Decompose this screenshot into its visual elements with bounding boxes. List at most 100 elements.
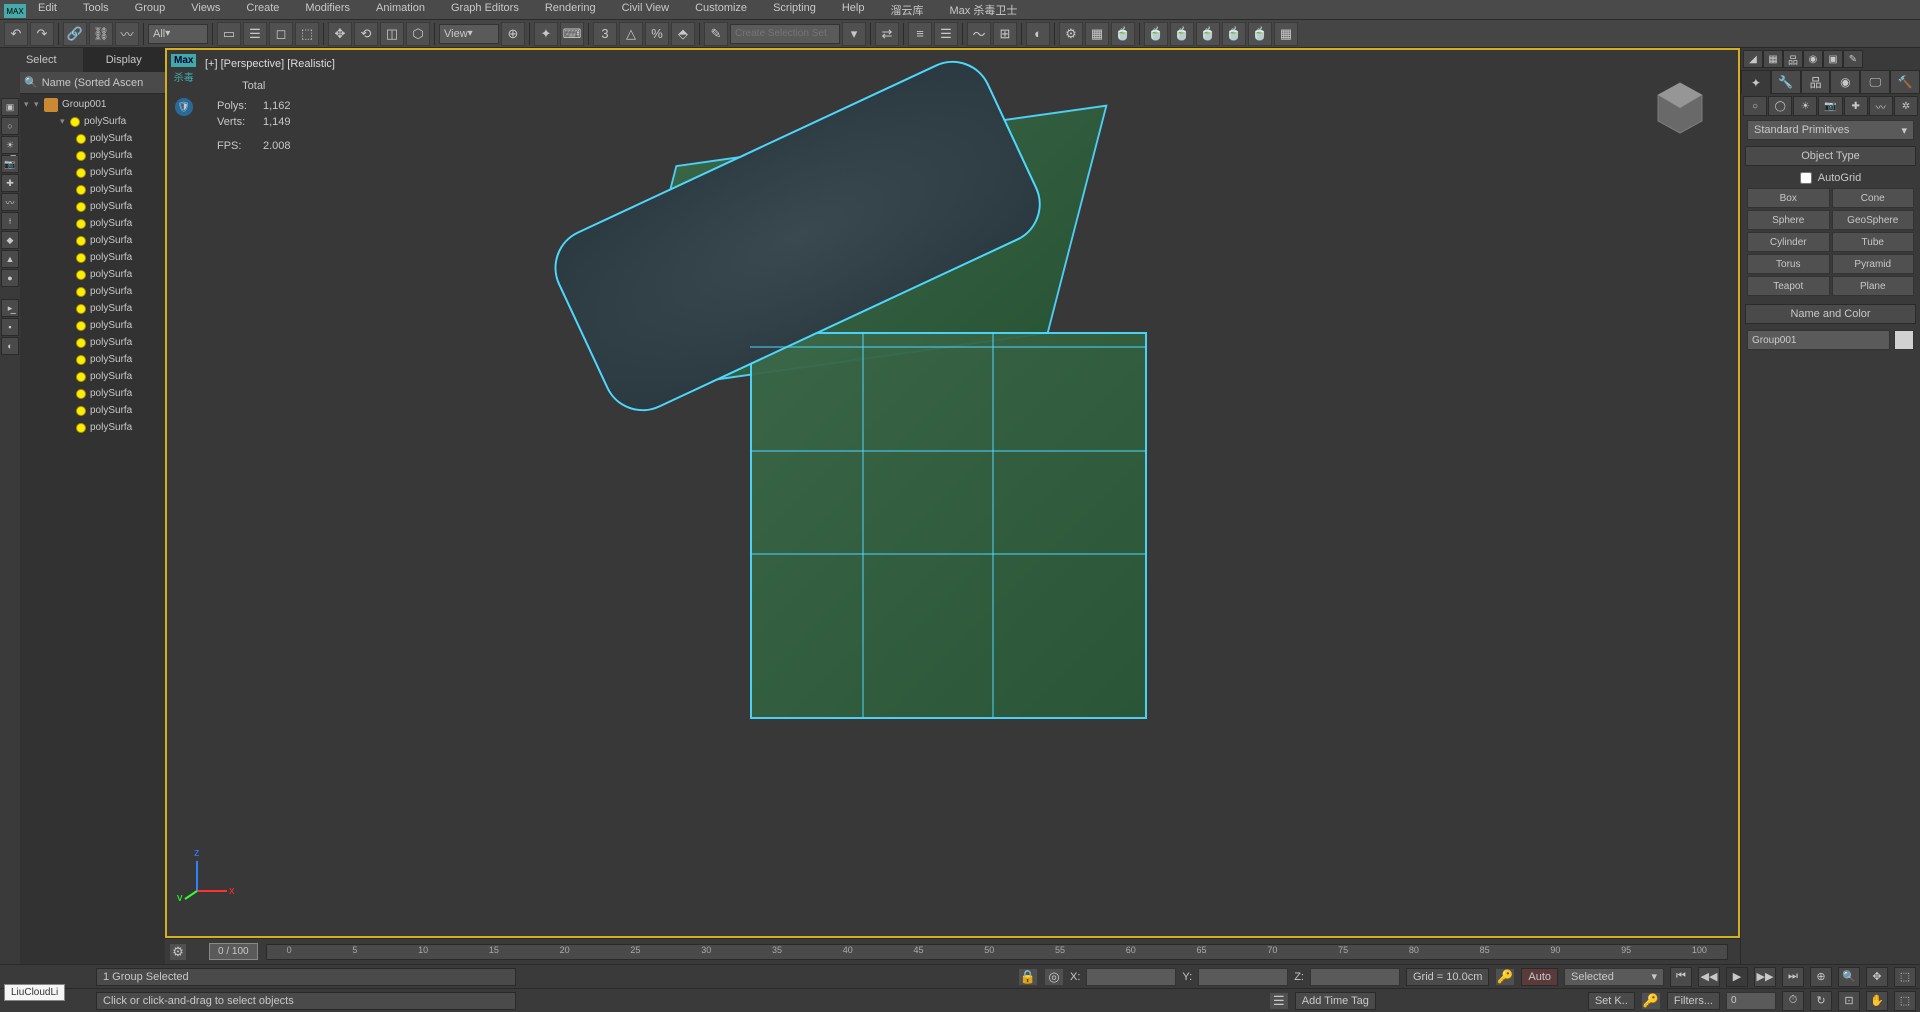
tree-item-polysurf-9[interactable]: polySurfa [20, 266, 165, 283]
move-button[interactable]: ✥ [328, 22, 352, 46]
filter-f10-icon[interactable]: ● [1, 269, 19, 287]
current-frame-input[interactable] [1726, 992, 1776, 1010]
prev-frame-button[interactable]: ◀◀ [1698, 967, 1720, 987]
teapot-button[interactable]: Teapot [1747, 276, 1830, 296]
lights-subtab[interactable]: ☀ [1793, 96, 1817, 116]
nav-2-button[interactable]: 🔍 [1838, 967, 1860, 987]
manipulate-button[interactable]: ✦ [534, 22, 558, 46]
tree-item-polysurf-7[interactable]: polySurfa [20, 232, 165, 249]
render-setup-button[interactable]: ⚙ [1059, 22, 1083, 46]
nav-7-button[interactable]: ✋ [1866, 991, 1888, 1011]
pyramid-button[interactable]: Pyramid [1832, 254, 1915, 274]
tree-root-group[interactable]: ▾▾Group001 [20, 96, 165, 113]
next-frame-button[interactable]: ▶▶ [1754, 967, 1776, 987]
panel-icon-6[interactable]: ✎ [1843, 50, 1863, 68]
menu-graph-editors[interactable]: Graph Editors [447, 2, 523, 18]
hierarchy-tab[interactable]: 品 [1801, 70, 1831, 94]
panel-icon-2[interactable]: ▦ [1763, 50, 1783, 68]
utilities-tab[interactable]: 🔨 [1890, 70, 1920, 94]
menu-civil-view[interactable]: Civil View [618, 2, 673, 18]
goto-start-button[interactable]: ⏮ [1670, 967, 1692, 987]
snap-toggle-button[interactable]: 3 [593, 22, 617, 46]
select-name-button[interactable]: ☰ [243, 22, 267, 46]
undo-button[interactable]: ↶ [4, 22, 28, 46]
isolate-icon[interactable]: ◎ [1044, 968, 1064, 986]
placement-button[interactable]: ⬡ [406, 22, 430, 46]
selection-set-input[interactable] [730, 24, 840, 44]
play-button[interactable]: ▶ [1726, 967, 1748, 987]
tree-item-polysurf-5[interactable]: polySurfa [20, 198, 165, 215]
display-inv-icon[interactable]: ◐ [1, 337, 19, 355]
filter-f9-icon[interactable]: ▲ [1, 250, 19, 268]
curve-editor-button[interactable]: 〜 [967, 22, 991, 46]
keyboard-shortcut-button[interactable]: ⌨ [560, 22, 584, 46]
menu-tools[interactable]: Tools [79, 2, 113, 18]
teapot-2-button[interactable]: 🍵 [1170, 22, 1194, 46]
selection-set-dropdown[interactable]: ▾ [842, 22, 866, 46]
auto-key-button[interactable]: Auto [1521, 968, 1558, 986]
script-listener-icon[interactable]: ☰ [1269, 992, 1289, 1010]
unlink-button[interactable]: ⛓ [89, 22, 113, 46]
menu-group[interactable]: Group [131, 2, 170, 18]
menu-溜云库[interactable]: 溜云库 [886, 2, 927, 18]
teapot-4-button[interactable]: 🍵 [1222, 22, 1246, 46]
angle-snap-button[interactable]: △ [619, 22, 643, 46]
tree-item-polysurf-17[interactable]: polySurfa [20, 402, 165, 419]
key-icon[interactable]: 🔑 [1495, 968, 1515, 986]
scene-tree[interactable]: ▾▾Group001▾polySurfapolySurfapolySurfapo… [20, 94, 165, 964]
display-tab-r[interactable]: 🖵 [1860, 70, 1890, 94]
y-coord-input[interactable] [1198, 968, 1288, 986]
name-color-rollout-header[interactable]: −Name and Color [1745, 304, 1916, 324]
nav-8-button[interactable]: ⬚ [1894, 991, 1916, 1011]
cone-button[interactable]: Cone [1832, 188, 1915, 208]
cameras-subtab[interactable]: 📷 [1818, 96, 1842, 116]
selection-filter-dropdown[interactable]: All ▾ [148, 24, 208, 44]
filter-geom-icon[interactable]: ▣ [1, 98, 19, 116]
nav-1-button[interactable]: ⊕ [1810, 967, 1832, 987]
goto-end-button[interactable]: ⏭ [1782, 967, 1804, 987]
create-tab[interactable]: ✦ [1741, 70, 1771, 94]
key-filters-icon[interactable]: 🔑 [1641, 992, 1661, 1010]
menu-modifiers[interactable]: Modifiers [301, 2, 354, 18]
scene-list-header[interactable]: 🔍Name (Sorted Ascen [20, 72, 165, 94]
tree-item-polysurf-16[interactable]: polySurfa [20, 385, 165, 402]
plane-button[interactable]: Plane [1832, 276, 1915, 296]
autogrid-checkbox[interactable] [1800, 172, 1812, 184]
percent-snap-button[interactable]: % [645, 22, 669, 46]
menu-customize[interactable]: Customize [691, 2, 751, 18]
object-type-rollout-header[interactable]: −Object Type [1745, 146, 1916, 166]
ref-coord-dropdown[interactable]: View ▾ [439, 24, 499, 44]
set-key-button[interactable]: Set K.. [1588, 992, 1635, 1010]
scale-button[interactable]: ◫ [380, 22, 404, 46]
menu-help[interactable]: Help [838, 2, 869, 18]
geometry-subtab[interactable]: ○ [1743, 96, 1767, 116]
sphere-button[interactable]: Sphere [1747, 210, 1830, 230]
tree-item-polysurf-11[interactable]: polySurfa [20, 300, 165, 317]
nav-3-button[interactable]: ✥ [1866, 967, 1888, 987]
spinner-snap-button[interactable]: ⬘ [671, 22, 695, 46]
box-button[interactable]: Box [1747, 188, 1830, 208]
lock-icon[interactable]: 🔒 [1018, 968, 1038, 986]
panel-icon-4[interactable]: ◉ [1803, 50, 1823, 68]
tree-item-polysurf-3[interactable]: polySurfa [20, 164, 165, 181]
object-color-swatch[interactable] [1894, 330, 1914, 350]
render-frame-button[interactable]: ▦ [1085, 22, 1109, 46]
triangle-count-icon[interactable]: ◢ [1743, 50, 1763, 68]
panel-icon-5[interactable]: ▣ [1823, 50, 1843, 68]
menu-max-杀毒卫士[interactable]: Max 杀毒卫士 [945, 2, 1021, 18]
filter-bone-icon[interactable]: ⟊ [1, 212, 19, 230]
rotate-button[interactable]: ⟲ [354, 22, 378, 46]
nav-5-button[interactable]: ↻ [1810, 991, 1832, 1011]
menu-edit[interactable]: Edit [34, 2, 61, 18]
timeline-track[interactable]: 0510152025303540455055606570758085909510… [266, 944, 1728, 960]
teapot-3-button[interactable]: 🍵 [1196, 22, 1220, 46]
tree-item-polysurf-6[interactable]: polySurfa [20, 215, 165, 232]
menu-views[interactable]: Views [187, 2, 224, 18]
edit-selection-set-button[interactable]: ✎ [704, 22, 728, 46]
bind-button[interactable]: 〰 [115, 22, 139, 46]
align-button[interactable]: ≡ [908, 22, 932, 46]
tree-item-polysurf-10[interactable]: polySurfa [20, 283, 165, 300]
tree-item-polysurf-0[interactable]: ▾polySurfa [20, 113, 165, 130]
mirror-button[interactable]: ⇄ [875, 22, 899, 46]
timeline-current-frame[interactable]: 0 / 100 [209, 943, 258, 960]
